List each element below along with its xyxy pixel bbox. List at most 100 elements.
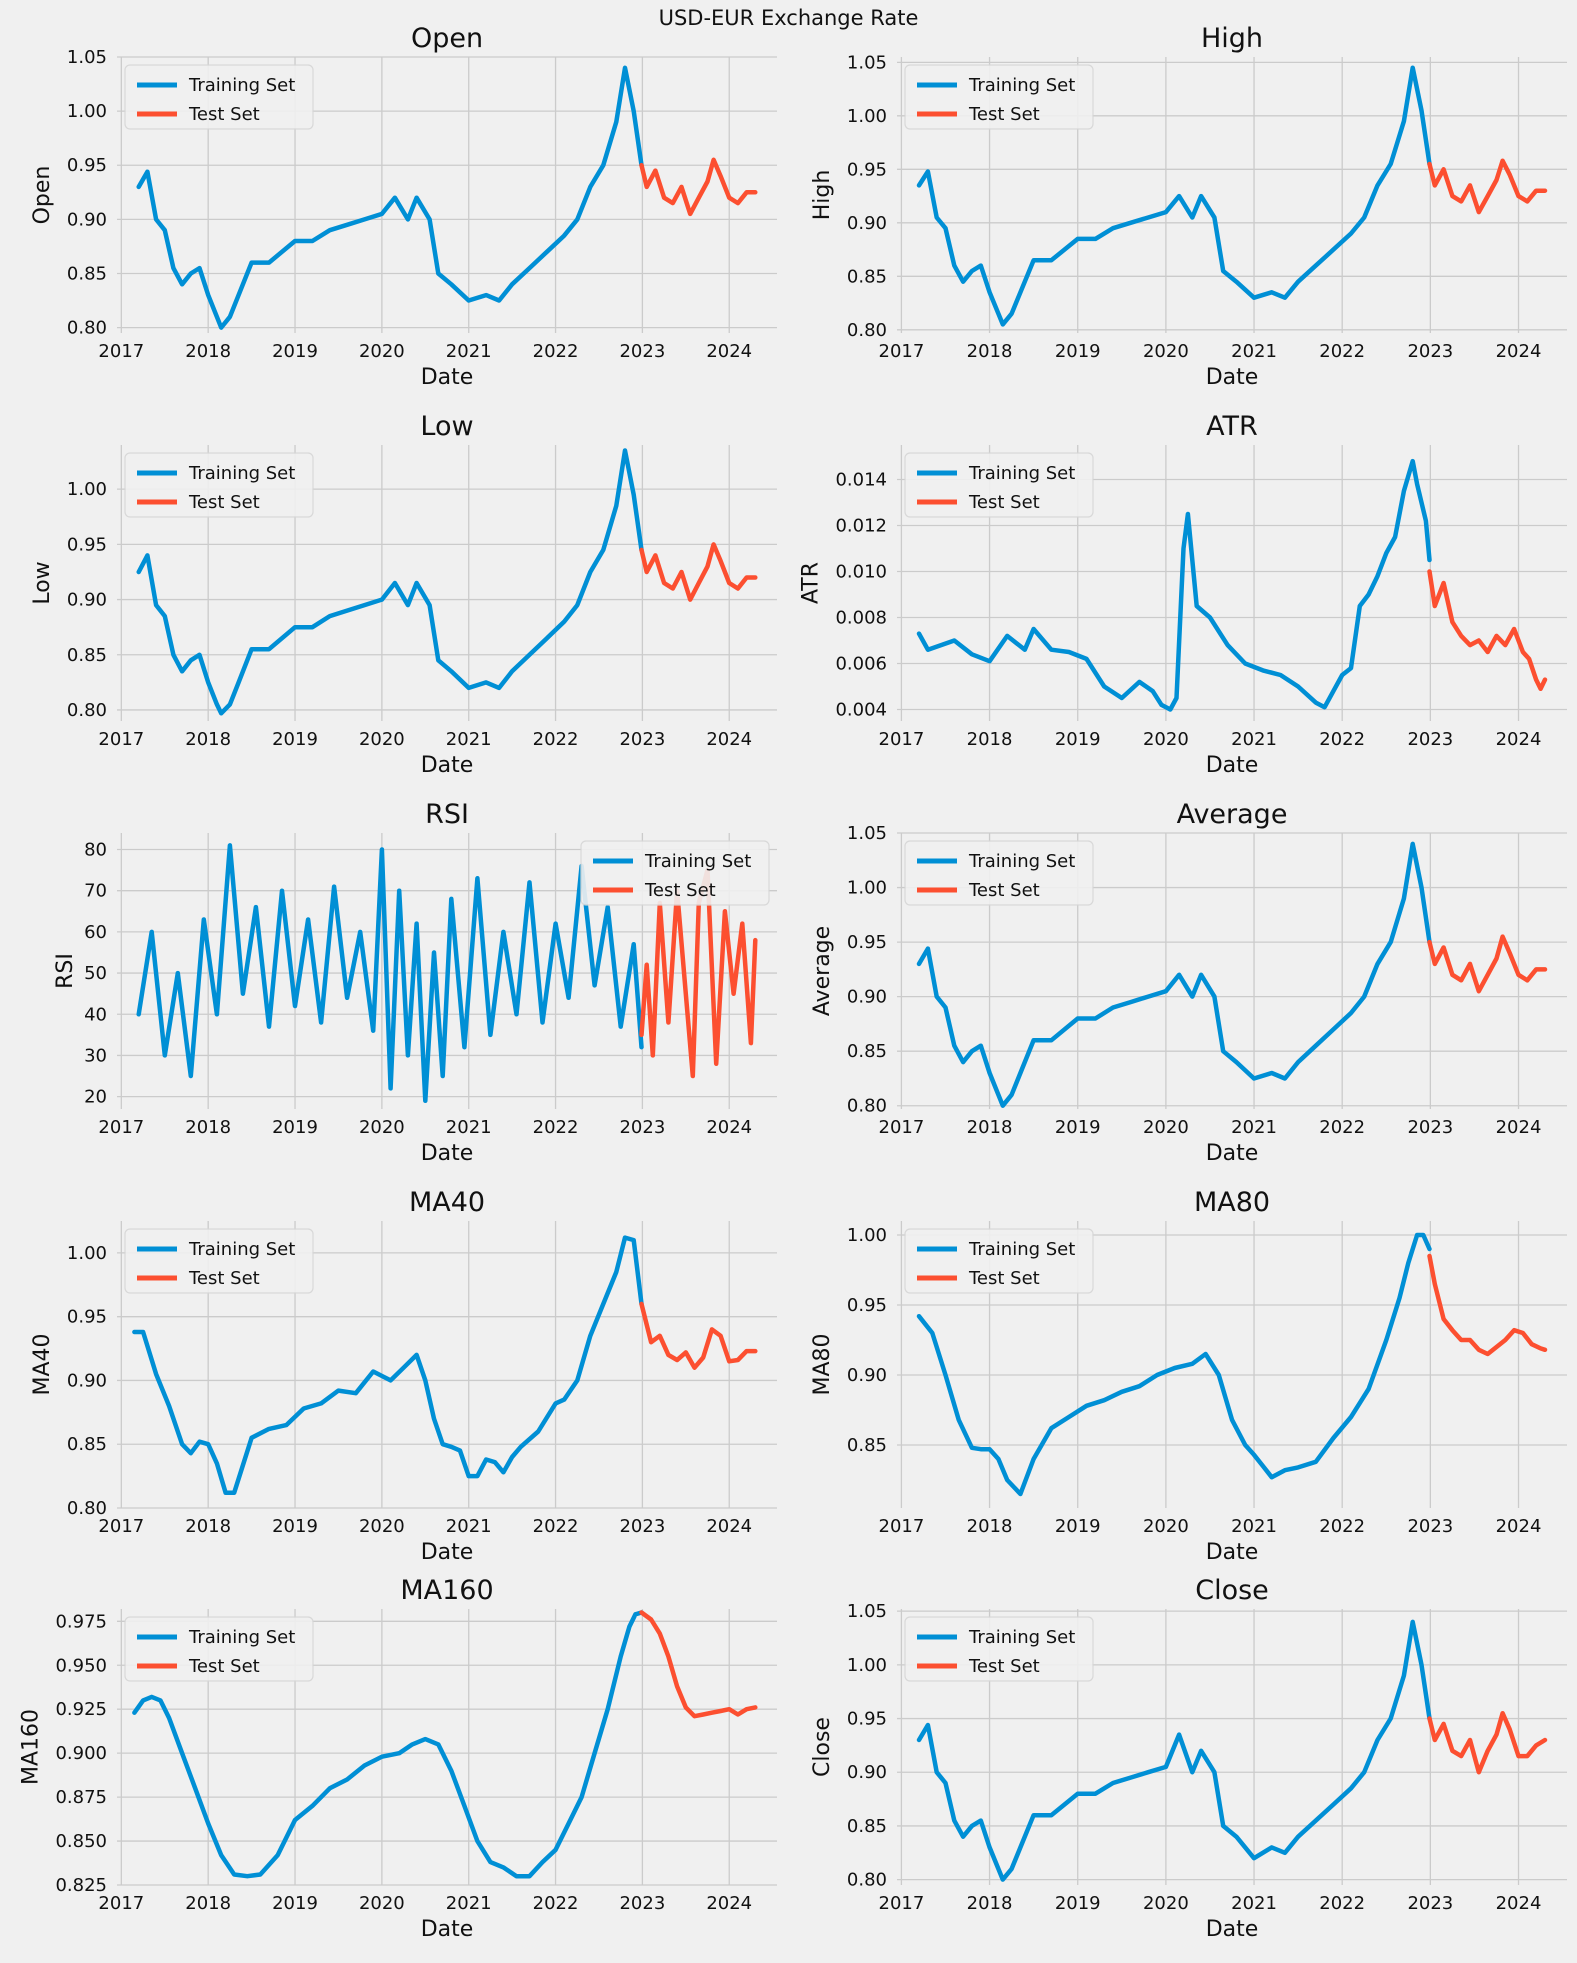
x-axis-label: Date xyxy=(1206,365,1259,390)
training-series-line xyxy=(136,843,644,1104)
test-series-line xyxy=(1427,934,1548,994)
chart-title: RSI xyxy=(425,799,469,830)
chart-close: 2017 2018 2019 2020 2021 2022 2023 2024 0.80 0.85… xyxy=(810,1575,1567,1942)
x-tick-label: 2017 xyxy=(879,1516,925,1537)
x-tick-label: 2024 xyxy=(706,1516,752,1537)
y-tick-label: 1.05 xyxy=(67,47,107,68)
training-series-line xyxy=(136,65,644,330)
legend-label: Test Set xyxy=(968,1268,1040,1289)
test-series-line xyxy=(639,542,758,602)
x-tick-label: 2020 xyxy=(1143,1117,1189,1138)
y-tick-label: 1.05 xyxy=(847,823,887,844)
y-tick-label: 0.90 xyxy=(847,987,887,1008)
y-tick-label: 0.850 xyxy=(55,1831,107,1852)
y-tick-label: 0.80 xyxy=(847,1870,887,1891)
y-tick-label: 1.00 xyxy=(67,1243,107,1264)
y-tick-label: 20 xyxy=(84,1087,107,1108)
chart-title: MA160 xyxy=(400,1575,493,1606)
x-tick-label: 2017 xyxy=(879,1893,925,1914)
x-tick-label: 2024 xyxy=(1496,729,1542,750)
x-axis-label: Date xyxy=(421,365,474,390)
x-tick-label: 2017 xyxy=(879,729,925,750)
x-tick-label: 2023 xyxy=(619,1516,665,1537)
x-tick-label: 2018 xyxy=(967,1117,1013,1138)
x-tick-label: 2023 xyxy=(1407,1117,1453,1138)
training-series-line xyxy=(136,448,644,716)
chart-average: 2017 2018 2019 2020 2021 2022 2023 2024 0.80 0.85… xyxy=(810,799,1567,1166)
y-tick-label: 0.80 xyxy=(67,700,107,721)
x-tick-label: 2021 xyxy=(1231,341,1277,362)
y-tick-label: 80 xyxy=(84,839,107,860)
legend-label: Training Set xyxy=(968,1239,1075,1260)
y-axis-label: ATR xyxy=(799,562,824,604)
y-axis-label: RSI xyxy=(53,953,78,989)
x-tick-label: 2017 xyxy=(879,1117,925,1138)
legend-label: Test Set xyxy=(188,492,260,513)
legend-label: Training Set xyxy=(968,851,1075,872)
x-tick-label: 2018 xyxy=(185,729,231,750)
chart-title: High xyxy=(1201,23,1263,54)
x-tick-label: 2022 xyxy=(1319,1893,1365,1914)
legend-label: Training Set xyxy=(188,463,295,484)
x-tick-label: 2018 xyxy=(185,341,231,362)
y-tick-label: 0.90 xyxy=(847,1762,887,1783)
legend: Training Set Test Set xyxy=(904,1228,1094,1294)
x-tick-label: 2020 xyxy=(359,1516,405,1537)
training-series-line xyxy=(916,1232,1432,1497)
y-tick-label: 1.05 xyxy=(847,52,887,73)
y-tick-label: 0.95 xyxy=(67,155,107,176)
chart-title: MA40 xyxy=(409,1187,485,1218)
test-series-line xyxy=(1427,1710,1548,1775)
y-axis-label: MA160 xyxy=(19,1709,44,1785)
x-tick-label: 2024 xyxy=(706,729,752,750)
x-tick-label: 2019 xyxy=(272,1117,318,1138)
x-tick-label: 2024 xyxy=(1496,1893,1542,1914)
legend-label: Test Set xyxy=(968,104,1040,125)
y-tick-label: 0.900 xyxy=(55,1743,107,1764)
y-tick-label: 0.975 xyxy=(55,1611,107,1632)
chart-open: 2017 2018 2019 2020 2021 2022 2023 2024 0.80 0.85… xyxy=(30,23,777,390)
x-axis-label: Date xyxy=(1206,1141,1259,1166)
x-tick-label: 2019 xyxy=(272,729,318,750)
y-tick-label: 0.90 xyxy=(67,209,107,230)
y-tick-label: 0.85 xyxy=(67,1434,107,1455)
x-tick-label: 2019 xyxy=(1055,1117,1101,1138)
y-tick-label: 30 xyxy=(84,1045,107,1066)
chart-title: Close xyxy=(1195,1575,1269,1606)
training-series-line xyxy=(916,841,1432,1108)
x-tick-label: 2024 xyxy=(1496,1117,1542,1138)
legend: Training Set Test Set xyxy=(904,840,1094,906)
legend-label: Training Set xyxy=(644,851,751,872)
x-tick-label: 2018 xyxy=(185,1117,231,1138)
test-series-line xyxy=(639,867,758,1079)
y-tick-label: 0.95 xyxy=(847,1709,887,1730)
y-tick-label: 0.80 xyxy=(67,318,107,339)
y-tick-label: 0.90 xyxy=(847,1365,887,1386)
legend-label: Test Set xyxy=(968,880,1040,901)
y-tick-label: 60 xyxy=(84,922,107,943)
y-tick-label: 0.95 xyxy=(847,1295,887,1316)
x-tick-label: 2020 xyxy=(359,341,405,362)
legend-label: Test Set xyxy=(644,880,716,901)
legend: Training Set Test Set xyxy=(124,64,314,130)
y-tick-label: 50 xyxy=(84,963,107,984)
x-tick-label: 2019 xyxy=(1055,341,1101,362)
legend: Training Set Test Set xyxy=(580,840,770,906)
x-tick-label: 2017 xyxy=(98,341,144,362)
legend-label: Test Set xyxy=(188,104,260,125)
test-series-line xyxy=(639,1301,758,1370)
x-tick-label: 2020 xyxy=(359,1893,405,1914)
x-tick-label: 2020 xyxy=(1143,341,1189,362)
x-tick-label: 2023 xyxy=(619,341,665,362)
training-series-line xyxy=(916,458,1432,712)
x-tick-label: 2023 xyxy=(1407,1516,1453,1537)
x-tick-label: 2017 xyxy=(879,341,925,362)
y-tick-label: 0.95 xyxy=(67,1307,107,1328)
y-axis-label: MA40 xyxy=(30,1333,55,1395)
x-tick-label: 2019 xyxy=(1055,1893,1101,1914)
x-tick-label: 2020 xyxy=(1143,1516,1189,1537)
chart-title: MA80 xyxy=(1194,1187,1270,1218)
y-tick-label: 1.05 xyxy=(847,1601,887,1622)
y-tick-label: 1.00 xyxy=(847,1225,887,1246)
training-series-line xyxy=(132,1235,644,1495)
